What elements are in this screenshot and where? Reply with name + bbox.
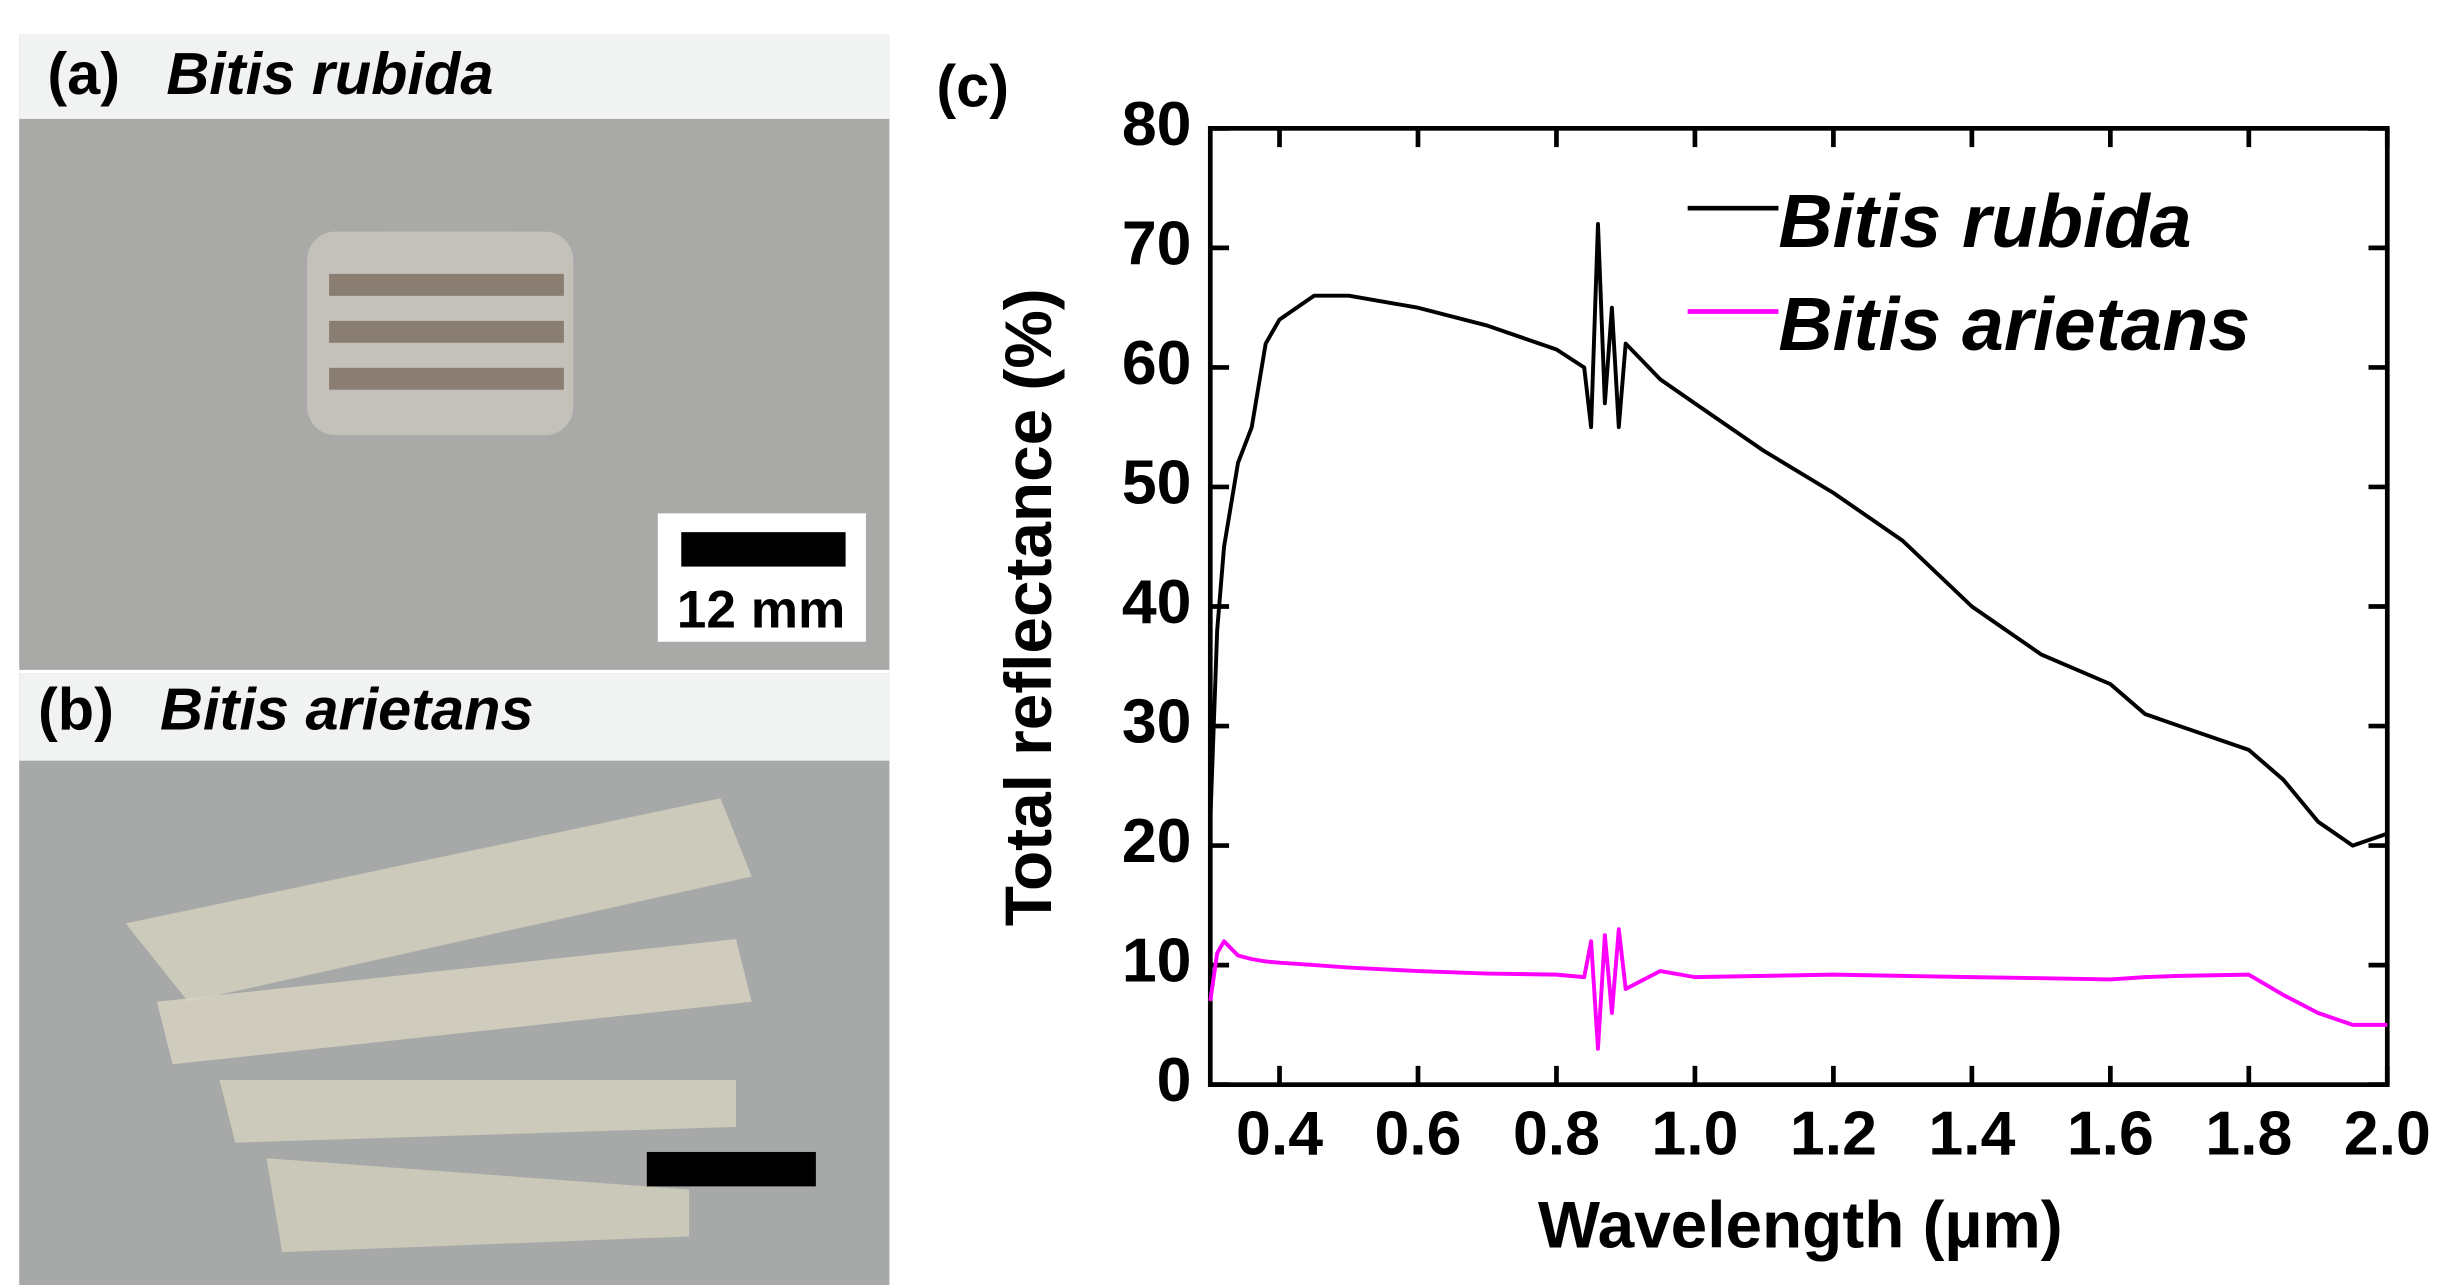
scale-bar-label: 12 mm: [677, 581, 846, 640]
y-tick-label: 0: [1157, 1045, 1192, 1115]
panel-label: (b): [38, 675, 114, 742]
series-line: [1208, 222, 2388, 848]
y-tick-label: 70: [1122, 208, 1192, 278]
series-line: [1208, 927, 2388, 1051]
plot-frame: [1207, 125, 2390, 1088]
y-tick-label: 30: [1122, 687, 1192, 757]
legend-label: Bitis arietans: [1778, 282, 2250, 366]
y-tick-label: 40: [1122, 567, 1192, 637]
x-tick-label: 0.8: [1513, 1098, 1600, 1168]
photo-b: [19, 673, 890, 1285]
panel-name: Bitis rubida: [166, 40, 493, 107]
x-tick-label: 1.2: [1790, 1098, 1877, 1168]
legend-label: Bitis rubida: [1778, 179, 2191, 263]
y-tick-label: 50: [1122, 447, 1192, 517]
y-axis-label: Total reflectance (%): [991, 288, 1065, 926]
y-tick-label: 10: [1122, 926, 1192, 996]
x-tick-label: 0.4: [1236, 1098, 1323, 1168]
panel-name: Bitis arietans: [160, 675, 533, 742]
panel-label: (a): [47, 40, 120, 107]
x-tick-label: 0.6: [1374, 1098, 1461, 1168]
y-tick-label: 60: [1122, 328, 1192, 398]
x-tick-label: 1.0: [1651, 1098, 1738, 1168]
y-tick-label: 20: [1122, 806, 1192, 876]
x-axis-label: Wavelength (µm): [1538, 1188, 2063, 1262]
x-tick-label: 1.4: [1928, 1098, 2015, 1168]
x-tick-label: 1.6: [2067, 1098, 2154, 1168]
panel-label: (c): [936, 52, 1009, 119]
y-tick-label: 80: [1122, 89, 1192, 159]
x-tick-label: 1.8: [2205, 1098, 2292, 1168]
x-tick-label: 2.0: [2344, 1098, 2431, 1168]
photo-a: [19, 34, 890, 670]
